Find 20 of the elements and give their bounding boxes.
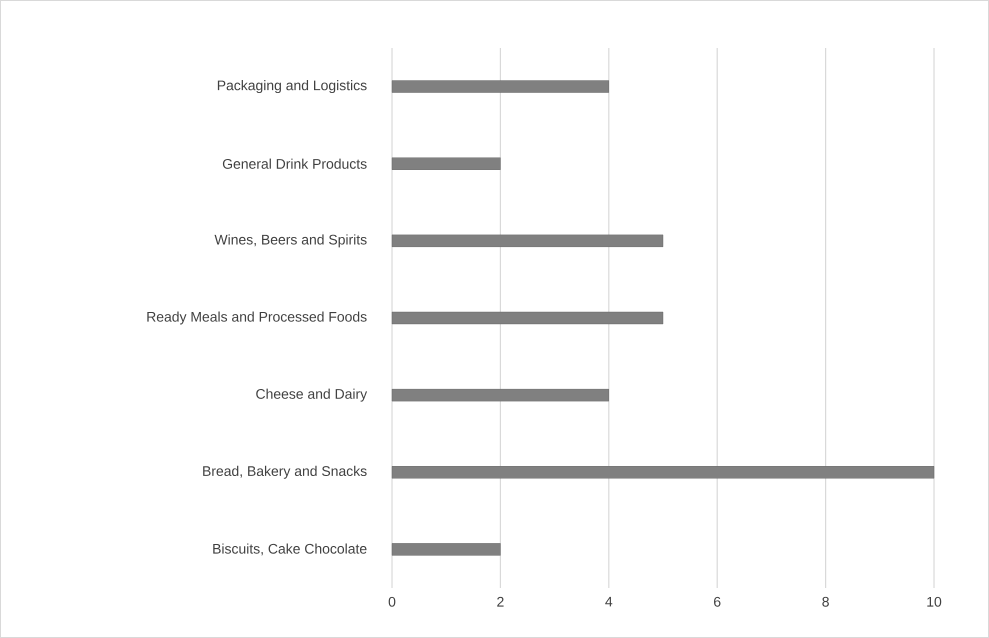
bar: [392, 312, 664, 324]
bar: [392, 543, 501, 556]
y-tick-label: Bread, Bakery and Snacks: [203, 466, 367, 479]
x-tick-label: 6: [714, 596, 720, 607]
y-tick-label: Ready Meals and Processed Foods: [147, 311, 367, 324]
x-tick-label: 8: [822, 596, 829, 607]
bar: [392, 388, 610, 402]
x-tick-label: 4: [605, 596, 612, 606]
bar: [392, 466, 934, 478]
x-tick-label: 2: [497, 596, 504, 607]
y-tick-label: General Drink Products: [222, 158, 367, 169]
y-tick-label: Wines, Beers and Spirits: [214, 234, 367, 248]
bar: [392, 80, 610, 93]
bar: [392, 158, 501, 170]
bar: [392, 234, 664, 248]
x-tick-label: 10: [927, 596, 942, 607]
y-tick-label: Biscuits, Cake Chocolate: [213, 543, 367, 556]
x-tick-label: 0: [388, 596, 396, 607]
y-tick-label: Cheese and Dairy: [256, 388, 368, 402]
y-tick-label: Packaging and Logistics: [218, 80, 367, 94]
